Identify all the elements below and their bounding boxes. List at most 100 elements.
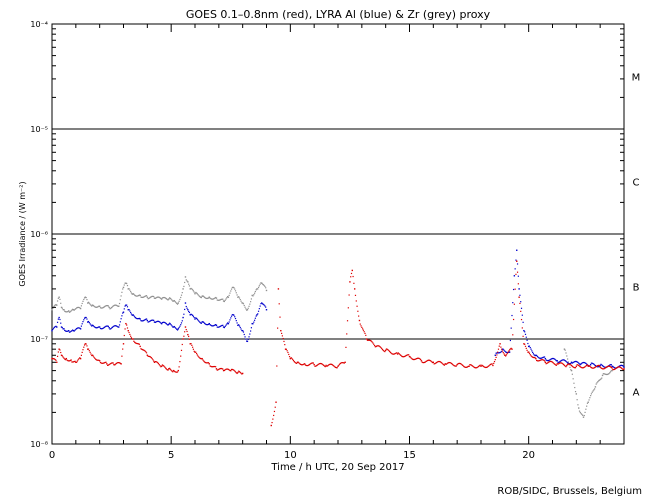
data-point-fill <box>599 379 601 381</box>
data-point-fill <box>235 292 237 294</box>
data-point-fill <box>130 291 132 293</box>
data-point-fill <box>169 297 171 299</box>
data-point-fill <box>143 296 145 298</box>
data-point-fill <box>559 360 562 362</box>
data-point-fill <box>246 309 248 311</box>
data-point-fill <box>395 352 397 354</box>
data-point-fill <box>250 327 253 329</box>
data-point-fill <box>154 321 156 324</box>
data-point-fill <box>301 364 303 366</box>
data-point-fill <box>217 299 219 301</box>
data-point-fill <box>140 348 142 350</box>
data-point-fill <box>392 353 394 355</box>
data-point-fill <box>502 351 504 354</box>
data-point-fill <box>412 358 415 361</box>
data-point-fill <box>59 298 61 300</box>
data-point-fill <box>229 369 231 372</box>
data-point-fill <box>330 363 332 365</box>
data-point-fill <box>498 352 500 354</box>
data-point <box>58 316 60 319</box>
data-point <box>187 309 189 311</box>
data-point-fill <box>210 298 212 300</box>
data-point-fill <box>181 343 183 346</box>
data-point-fill <box>224 299 226 301</box>
data-point <box>51 357 53 360</box>
series-layer <box>51 249 625 427</box>
data-point-fill <box>173 325 175 328</box>
data-point-fill <box>55 325 57 327</box>
data-point-fill <box>605 373 607 375</box>
data-point-fill <box>246 340 248 342</box>
data-point-fill <box>79 307 81 309</box>
data-point-fill <box>160 366 162 368</box>
data-point <box>87 348 89 350</box>
data-point-fill <box>457 363 459 365</box>
data-point-fill <box>180 324 182 326</box>
data-point-fill <box>364 332 366 335</box>
data-point-fill <box>605 373 608 376</box>
data-point <box>72 329 75 332</box>
data-point-fill <box>481 364 483 366</box>
data-point-fill <box>214 365 216 368</box>
data-point <box>201 357 203 360</box>
data-point-fill <box>419 358 421 360</box>
data-point-fill <box>602 373 604 375</box>
data-point-fill <box>236 294 238 296</box>
data-point-fill <box>211 298 213 300</box>
data-point-fill <box>321 363 323 365</box>
data-point-fill <box>277 327 279 329</box>
data-point-fill <box>203 296 206 298</box>
data-point-fill <box>144 350 146 352</box>
data-point-fill <box>180 322 183 324</box>
data-point-fill <box>583 366 585 368</box>
data-point-fill <box>212 298 214 300</box>
data-point-fill <box>244 336 246 338</box>
data-point-fill <box>565 352 567 354</box>
data-point-fill <box>481 365 484 367</box>
data-point-fill <box>485 366 488 368</box>
data-point-fill <box>423 361 426 363</box>
data-point-fill <box>150 356 152 359</box>
data-point-fill <box>239 371 241 374</box>
data-point-fill <box>100 307 102 309</box>
data-point <box>611 367 613 369</box>
data-point-fill <box>436 361 438 363</box>
data-point-fill <box>66 311 68 313</box>
data-point-fill <box>119 299 121 301</box>
data-point-fill <box>129 289 131 291</box>
data-point-fill <box>596 365 598 367</box>
data-point-fill <box>308 364 310 366</box>
data-point-fill <box>75 308 77 310</box>
data-point-fill <box>591 362 593 364</box>
data-point-fill <box>336 367 338 369</box>
data-point-fill <box>205 323 207 326</box>
data-point-fill <box>90 304 92 306</box>
series-1 <box>51 249 625 369</box>
data-point-fill <box>501 350 504 352</box>
data-point-fill <box>79 327 81 329</box>
data-point-fill <box>584 362 586 364</box>
data-point-fill <box>124 305 126 307</box>
data-point-fill <box>181 292 183 294</box>
data-point-fill <box>602 368 604 370</box>
data-point-fill <box>487 365 489 368</box>
data-point-fill <box>108 363 110 366</box>
data-point-fill <box>77 306 79 308</box>
data-point-fill <box>471 365 473 367</box>
data-point <box>160 322 163 325</box>
data-point-fill <box>76 307 78 309</box>
data-point-fill <box>327 364 330 366</box>
data-point-fill <box>540 359 542 361</box>
data-point-fill <box>582 367 585 369</box>
data-point-fill <box>458 362 460 365</box>
data-point-fill <box>540 357 542 359</box>
data-point-fill <box>561 359 563 361</box>
data-point-fill <box>202 295 204 297</box>
data-point-fill <box>529 346 531 349</box>
data-point-fill <box>214 297 216 299</box>
data-point-fill <box>161 322 164 324</box>
data-point-fill <box>192 290 195 292</box>
data-point-fill <box>77 359 79 361</box>
data-point-fill <box>542 356 544 359</box>
data-point-fill <box>514 268 516 270</box>
